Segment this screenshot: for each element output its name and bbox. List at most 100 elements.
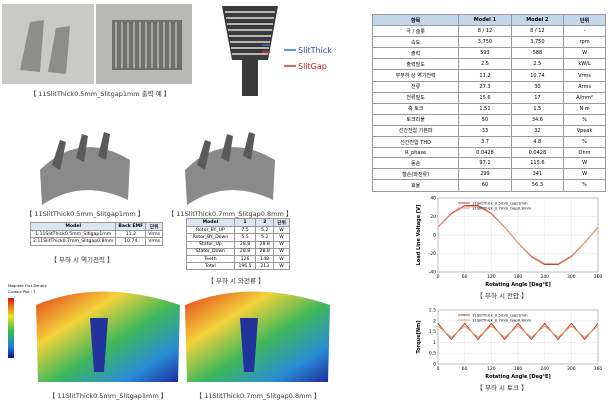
- cell: 148: [255, 254, 275, 264]
- cell: 97.1: [458, 157, 512, 170]
- cell: Vrms: [563, 69, 606, 82]
- row: 1.11SlitThick0.5mm_Sltigap1mm 11.2 Vrms: [29, 230, 164, 239]
- flux-tooth: [90, 318, 258, 372]
- cell: 30: [510, 80, 565, 93]
- cell: 213: [255, 262, 275, 271]
- cell: 속도: [371, 36, 460, 49]
- cell: 11.2: [115, 230, 147, 239]
- row: 속도 3,750 3,750 rpm: [371, 36, 606, 49]
- cell: 10.74: [510, 69, 565, 82]
- x-tick-label: 360: [594, 274, 603, 280]
- model-3d-slits: [197, 132, 255, 170]
- cell: 3,750: [458, 36, 512, 49]
- legend-label: 11SlitThick_0.5mm_Gap1mm: [472, 313, 528, 318]
- caption: 【 11SlitThick0.7mm_Slitgap0.8mm 】: [167, 210, 293, 218]
- cell: 동손: [371, 157, 460, 170]
- cell: 126: [233, 254, 257, 264]
- cell: 593: [458, 47, 512, 60]
- cell: Teeth: [186, 254, 235, 264]
- cell: N·m: [563, 102, 606, 115]
- cell: Total: [186, 262, 235, 271]
- cell: 15.6: [458, 91, 512, 104]
- y-tick-label: 0: [433, 233, 436, 239]
- cell: 8 / 12: [458, 25, 512, 38]
- cell: 7.5: [233, 226, 257, 235]
- cell: Ohm: [563, 147, 606, 159]
- cell: 1.11SlitThick0.5mm_Sltigap1mm: [29, 230, 117, 239]
- cell: %: [563, 179, 606, 192]
- table: Model Back EMF 단위 1.11SlitThick0.5mm_Sltiga…: [29, 221, 164, 246]
- cell: 27.3: [458, 80, 512, 93]
- y-axis-label: Torque[Nm]: [416, 320, 422, 353]
- cell: rpm: [563, 36, 606, 49]
- caption: 【 부하 시 역기전력 】: [50, 256, 114, 264]
- photo-slits: [115, 22, 177, 68]
- y-tick-label: 0: [433, 362, 436, 368]
- cell: W: [273, 240, 290, 249]
- y-tick-label: -40: [429, 270, 436, 276]
- cell: 5.2: [255, 226, 275, 235]
- photo: [2, 4, 94, 84]
- cell: 56.3: [510, 179, 565, 192]
- cell: Stator_Down: [186, 247, 235, 256]
- cell: 2.5: [510, 58, 565, 71]
- x-tick-label: 120: [487, 274, 496, 280]
- y-tick-label: 1.5: [429, 329, 436, 335]
- row: 전류밀도 15.6 17 A/mm²: [371, 91, 606, 104]
- row: R_phase 0.0428 0.0428 Ohm: [371, 147, 606, 159]
- cell: 11.2: [458, 69, 512, 82]
- cell: 철손(와전류): [371, 168, 460, 181]
- cell: 28.8: [233, 247, 257, 256]
- x-tick-label: 60: [462, 366, 468, 372]
- row: 선간전압 THD 3.7 4.8%: [371, 136, 606, 149]
- cell: Arms: [563, 80, 606, 93]
- cell: 효율: [371, 179, 460, 192]
- model-3d-slits: [52, 132, 110, 170]
- caption: 【 부하 시 토크 】: [476, 384, 528, 392]
- row: 동손 97.1 115.6 W: [371, 157, 606, 170]
- cell: Vrms: [145, 230, 164, 239]
- row: 전류 27.3 30 Arms: [371, 80, 606, 93]
- cell: R_phase: [371, 147, 460, 159]
- row: Stator_Up 28.8 28.8 W: [186, 240, 290, 249]
- x-tick-label: 180: [514, 274, 523, 280]
- cell: Vrms: [145, 237, 164, 246]
- row: 출력 593 588 W: [371, 47, 606, 60]
- header-cell: 단위: [145, 221, 164, 232]
- y-tick-label: 20: [430, 214, 436, 220]
- caption: 【 11SlitThick0.5mm_Slitgap1mm 출력 예 】: [29, 90, 171, 98]
- y-axis-label: Load Line Voltage [V]: [416, 205, 422, 266]
- cell: 28.8: [233, 240, 257, 249]
- cell: 4.8: [510, 136, 565, 149]
- flux-plot: [36, 291, 180, 382]
- cell: W: [563, 168, 606, 181]
- legend-label: SlitGap: [298, 62, 327, 71]
- y-tick-label: 40: [430, 196, 436, 202]
- cell: W: [563, 157, 606, 170]
- cell: 전류: [371, 80, 460, 93]
- cell: 17: [510, 91, 565, 104]
- row: 철손(와전류) 299 341 W: [371, 168, 606, 181]
- row: 2.11SlitThick0.7mm_Slitgap0.8mm 10.74 Vrms: [29, 237, 164, 246]
- cell: 0.0428: [458, 147, 512, 159]
- model-3d: [40, 147, 130, 205]
- row: Teeth 126 148 W: [186, 254, 290, 264]
- cell: 0.0428: [510, 147, 565, 159]
- header-cell: Model 2: [510, 13, 565, 27]
- cell: 196.5: [233, 262, 257, 271]
- row: 토크리플 50 34.6%: [371, 113, 606, 126]
- flux-legend-title: Magnetic Flux Density: [8, 284, 47, 288]
- caption: 【 11SlitThick0.5mm_Slitgap1mm 】: [48, 392, 168, 400]
- y-tick-label: -20: [429, 251, 436, 257]
- series-line: [437, 205, 599, 265]
- x-tick-label: 0: [437, 274, 440, 280]
- x-tick-label: 60: [462, 274, 468, 280]
- cell: 2.5: [458, 58, 512, 71]
- x-axis-label: Rotating Angle [Deg°E]: [485, 374, 551, 380]
- cell: 3.7: [458, 136, 512, 149]
- cell: 무부하 상 역기전력: [371, 69, 460, 82]
- cell: W: [273, 233, 290, 242]
- header-row: Model Back EMF 단위: [29, 221, 164, 232]
- cell: 588: [510, 47, 565, 60]
- cell: 115.6: [510, 157, 565, 170]
